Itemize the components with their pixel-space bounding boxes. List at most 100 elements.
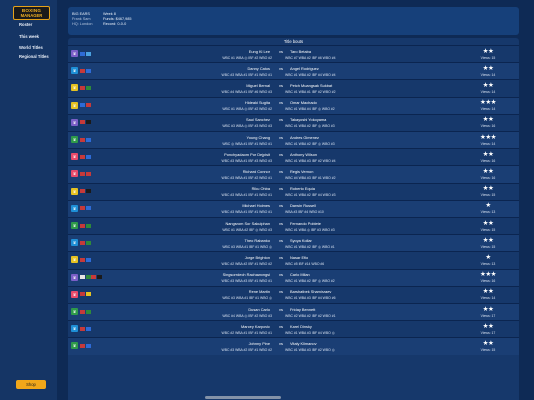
flag-icon (85, 68, 91, 73)
boxer-a-name[interactable]: Saul Sanchez (245, 117, 270, 123)
boxer-a-name[interactable]: Miguel Bernal (246, 82, 270, 88)
views-count: Views: 15 (480, 244, 496, 249)
bout-row[interactable]: ♛ Nangsrom Sor Sakulphan vs Fernando Poblet… (68, 217, 519, 234)
views-count: Views: 15 (480, 55, 496, 60)
boxer-a-name[interactable]: Richard Connor (242, 168, 270, 174)
boxer-a-name[interactable]: Nangsrom Sor Sakulphan (225, 220, 270, 226)
flag-icon (85, 103, 91, 108)
boxer-a-name[interactable]: Young Chang (246, 134, 270, 140)
boxer-b-name[interactable]: Darwin Russell (290, 203, 316, 209)
bout-row[interactable]: ♛ Dusan Carlo vs Friday Bennett WBC #4 WBA ◎… (68, 303, 519, 321)
views-count: Views: 14 (480, 89, 496, 94)
boxer-b-rankings: WBC #5 IBF #14 WBO #6 (285, 261, 325, 266)
vs-label: vs (279, 272, 283, 278)
bout-row[interactable]: ♛ Singsorrdech Rachawongsi vs Carlo Milan WB… (68, 268, 519, 286)
boxer-b-name[interactable]: Carlo Milan (290, 272, 310, 278)
boxer-b-name[interactable]: Andres Gimenez (290, 134, 319, 140)
views-count: Views: 14 (480, 107, 496, 112)
bout-row[interactable]: ♛ Marcey Karpovic vs Karel Dinsky WBC #2 WBA… (68, 320, 519, 337)
star-rating: ★★ (482, 236, 494, 244)
sidebar-item-roster[interactable]: Roster (19, 22, 33, 27)
boxer-a-rankings: WBC #2 WBA #2 IBF #1 WBO #2 (221, 261, 273, 266)
star-rating: ★ (485, 202, 491, 210)
views-count: Views: 16 (480, 124, 496, 129)
boxer-a-rankings: WBC #3 WBA #1 IBF #2 WBO #1 (221, 175, 273, 180)
boxer-b-rankings: WBC #1 WBA #2 IBF #4 WBO #3 (285, 193, 336, 198)
boxer-b-name[interactable]: Friday Bennett (290, 306, 316, 312)
boxer-b-name[interactable]: Regis Vernon (290, 168, 314, 174)
boxer-a-name[interactable]: Eung Ki Lee (248, 48, 270, 54)
sidebar-item-regional-titles[interactable]: Regional Titles (19, 54, 49, 59)
record-label: Record: 0-0-0 (103, 22, 127, 26)
flag-icon (80, 171, 85, 176)
belt-icon: ♛ (71, 290, 78, 298)
bout-row[interactable]: ♛ Saul Sanchez vs Takayoshi Yokoyama WBC #3 … (68, 113, 519, 131)
boxer-b-name[interactable]: Roberto Equia (290, 186, 315, 192)
bout-row[interactable]: ♛ Richard Connor vs Regis Vernon WBC #3 WBA … (68, 165, 519, 183)
boxer-b-name[interactable]: Anthony Wilson (290, 151, 318, 157)
boxer-a-name[interactable]: Marcey Karpovic (241, 323, 270, 329)
scrollbar[interactable] (205, 396, 281, 399)
bout-row[interactable]: ♛ Jorge Brighton vs Nasar Efio WBC #2 WBA #2… (68, 251, 519, 268)
star-rating: ★★ (482, 185, 494, 193)
bout-row[interactable]: ♛ Hideaki Sugita vs Omar Machado WBC #1 WBA … (68, 96, 519, 114)
boxer-a-name[interactable]: Theo Rabanko (244, 237, 270, 243)
boxer-a-name[interactable]: Singsorrdech Rachawongsi (222, 272, 270, 278)
star-rating: ★★ (482, 116, 494, 124)
stable-name: BIG EARS (72, 12, 90, 16)
boxer-b-name[interactable]: Angel Rodriguez (290, 65, 319, 71)
star-rating: ★★ (482, 219, 494, 227)
bout-row[interactable]: ♛ Ponchyadaom Por Dejpisit vs Anthony Wilso… (68, 148, 519, 165)
boxer-b-name[interactable]: Vitaly Klimanov (290, 340, 317, 346)
boxer-b-name[interactable]: Petch Muangsak Sukbat (290, 82, 333, 88)
boxer-b-name[interactable]: Taro Betaba (290, 48, 311, 54)
boxer-a-name[interactable]: Rene Martin (248, 289, 270, 295)
boxer-b-rankings: WBC #1 WBA #1 IBF #2 WBO #2 (285, 89, 336, 94)
bout-row[interactable]: ♛ Theo Rabanko vs Syoya Kollar WBC #3 WBA #1… (68, 234, 519, 252)
views-count: Views: 17 (480, 330, 496, 335)
flag-icon (80, 275, 85, 280)
shop-button[interactable]: Shop (16, 380, 46, 389)
boxer-a-name[interactable]: Riku Ohba (251, 186, 270, 192)
boxer-b-name[interactable]: Syoya Kollar (290, 237, 312, 243)
views-count: Views: 15 (480, 347, 496, 352)
views-count: Views: 14 (480, 141, 496, 146)
bout-row[interactable]: ♛ Riku Ohba vs Roberto Equia WBC #3 WBA #1 I… (68, 182, 519, 200)
boxer-a-name[interactable]: Danny Catos (247, 65, 271, 71)
bout-row[interactable]: ♛ Young Chang vs Andres Gimenez WBC ◎ WBA #1… (68, 131, 519, 149)
bout-row[interactable]: ♛ Johnny Pine vs Vitaly Klimanov WBC #3 WBA … (68, 337, 519, 355)
manager-header: BIG EARS Frank Sam HQ: London Week 8 Fun… (68, 7, 519, 35)
boxer-b-rankings: WBC #1 WBA #2 IBF ◎ WBO #3 (285, 141, 335, 146)
bout-row[interactable]: ♛ Rene Martin vs Barshatbek Shamirzaev WBC #… (68, 285, 519, 303)
boxer-a-name[interactable]: Jorge Brighton (244, 254, 270, 260)
boxer-b-name[interactable]: Fernando Poblete (290, 220, 321, 226)
bout-row[interactable]: ♛ Michael Holmes vs Darwin Russell WBC #3 WB… (68, 199, 519, 217)
boxer-b-rankings: WBC #1 WBA #3 IBF #4 WBO ◎ (285, 330, 335, 335)
star-rating: ★★ (482, 322, 494, 330)
boxer-b-name[interactable]: Omar Machado (290, 100, 317, 106)
boxer-b-name[interactable]: Nasar Efio (290, 254, 309, 260)
sidebar-item-world-titles[interactable]: World Titles (19, 45, 43, 50)
bout-row[interactable]: ♛ Danny Catos vs Angel Rodriguez WBC #3 WBA … (68, 62, 519, 80)
boxer-a-rankings: WBC #3 WBA #1 IBF #1 WBO #1 (221, 72, 273, 77)
boxer-b-name[interactable]: Takayoshi Yokoyama (290, 117, 327, 123)
sidebar-item-this-week[interactable]: This week (19, 34, 40, 39)
bout-row[interactable]: ♛ Eung Ki Lee vs Taro Betaba WBC #1 WBA ◎ IB… (68, 45, 519, 62)
boxer-b-rankings: WBC #1 WBA #3 IBF #2 WBO ◎ (285, 347, 335, 352)
boxer-b-name[interactable]: Karel Dinsky (290, 323, 312, 329)
boxer-a-name[interactable]: Hideaki Sugita (244, 100, 270, 106)
boxer-a-name[interactable]: Johnny Pine (248, 340, 270, 346)
flag-icon (85, 206, 91, 211)
flag-icon (85, 51, 91, 56)
boxer-a-rankings: WBC #1 WBA ◎ IBF #2 WBO #2 (222, 107, 272, 112)
flag-icon (80, 206, 85, 211)
bout-row[interactable]: ♛ Miguel Bernal vs Petch Muangsak Sukbat WBC… (68, 79, 519, 96)
flag-icon (80, 309, 85, 314)
boxer-b-name[interactable]: Barshatbek Shamirzaev (290, 289, 332, 295)
boxer-a-name[interactable]: Michael Holmes (242, 203, 270, 209)
boxer-a-name[interactable]: Dusan Carlo (248, 306, 270, 312)
boxer-a-rankings: WBC #3 WBA #1 IBF #1 WBO ◎ (222, 244, 272, 249)
boxer-a-name[interactable]: Ponchyadaom Por Dejpisit (224, 151, 270, 157)
boxer-a-rankings: WBC #3 WBA #2 IBF #1 WBO #2 (221, 347, 273, 352)
belt-icon: ♛ (71, 118, 78, 126)
